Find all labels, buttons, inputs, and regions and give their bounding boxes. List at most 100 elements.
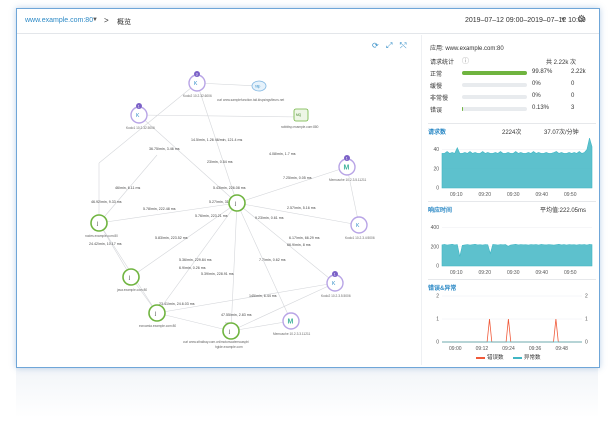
stats-bar [462, 71, 527, 75]
gear-icon[interactable]: ⚙ [577, 14, 586, 25]
graph-node[interactable]: K Kodo1 10.2.3.4:5006 [345, 216, 375, 240]
x-tick-label: 09:12 [476, 346, 489, 352]
queue-icon: MQ [296, 113, 302, 117]
graph-node[interactable]: j ecrcamia.example.com:80 [139, 304, 176, 328]
x-tick-label: 09:00 [449, 346, 462, 352]
host-selector[interactable]: www.example.com:80 [25, 17, 94, 24]
node-label: java.example.com:80 [116, 288, 147, 292]
stats-count: 2.22k [571, 69, 586, 75]
app-icon: j [228, 329, 230, 335]
chart-legend: 错误数 异常数 [476, 353, 541, 361]
x-tick-label: 09:10 [450, 192, 463, 198]
edge-label: 36.75/min, 3.46 ms [149, 147, 180, 151]
stats-bar [462, 83, 527, 87]
edge-label: 6.17/min, 66.29 ms [289, 236, 320, 240]
edge-label: 5.27/min, 316. [209, 200, 232, 204]
stats-row: 非常慢 0% 0 [430, 93, 595, 103]
y-tick-label: 40 [433, 147, 439, 153]
fullscreen-icon[interactable]: ⤢ [386, 41, 393, 50]
k-logo-icon: K [194, 81, 198, 87]
node-count-badge: 1 [346, 156, 348, 160]
frame-reflection [16, 368, 598, 418]
stats-count: 0 [571, 81, 575, 87]
stats-row: 缓慢 0% 0 [430, 81, 595, 91]
edge-label: 7.7/min, 0.62 ms [259, 258, 286, 262]
node-label: Memcache 10.2.3.3.11211 [273, 332, 310, 336]
edge-label: 145/min, 6.44 ms [249, 294, 277, 298]
node-label: hgide.example.com [215, 345, 243, 349]
node-label: curl www.sthalbay.com.cnlimotorscaternoa… [183, 340, 249, 344]
edge-label: 5.76/min, 223.21 ms [195, 214, 228, 218]
time-range-picker[interactable]: 2019–07–12 09:00–2019–07–12 10:00 [465, 17, 586, 24]
stats-count: 0 [571, 93, 575, 99]
legend-swatch [476, 356, 485, 359]
x-tick-label: 09:36 [529, 346, 542, 352]
response-avg: 平均值:222.05ms [540, 208, 587, 214]
k-logo-icon: K [356, 223, 360, 229]
graph-node[interactable]: M Memcache 10.2.3.3.11211 [273, 312, 310, 336]
graph-node[interactable]: http curl www.samplefunction.tail.kispsi… [217, 80, 284, 102]
layout-icon[interactable]: ⤲ [400, 41, 407, 50]
stats-label: 错误 [430, 108, 443, 114]
node-label: rabbitsp.example.com:880 [281, 125, 319, 129]
x-tick-label: 09:40 [535, 192, 548, 198]
graph-node[interactable]: j [222, 322, 240, 340]
series-area [441, 138, 593, 189]
k-logo-icon: K [332, 281, 336, 287]
graph-node[interactable]: 1 M Memcache 10.2.3.5.11211 [329, 155, 366, 182]
y-tick-label: 0 [436, 186, 439, 192]
node-label: Kodo1 10.2.32.5006 [126, 126, 155, 130]
stats-bar-fill [462, 71, 527, 75]
y-tick-label: 0 [436, 264, 439, 270]
y-tick-label: 400 [431, 225, 440, 231]
y-tick-label: 2 [436, 294, 439, 300]
x-tick-label: 09:48 [555, 346, 568, 352]
node-label: Memcache 10.2.3.5.11211 [329, 178, 366, 182]
breadcrumb[interactable]: 概览 [117, 19, 131, 26]
stats-bar [462, 107, 527, 111]
requests-chart[interactable]: 0 20 40 09:10 09:20 09:30 09:40 09:50 [428, 136, 596, 198]
graph-node[interactable]: j java.example.com:80 [116, 268, 147, 292]
info-icon[interactable]: ⓘ [462, 58, 469, 65]
graph-node[interactable]: 1 K Kodo2 10.2.3.5.5006 [321, 271, 351, 298]
stats-title: 请求统计 [430, 60, 455, 66]
y-tick-label: 1 [436, 317, 439, 323]
edge-label: 4.08/min, 1.7 ms [269, 152, 296, 156]
topology-graph[interactable]: 14.5/min, 1.26 46/min, 121.4 ms 36.75/mi… [19, 35, 419, 365]
y-tick-label: 20 [433, 166, 439, 172]
refresh-icon[interactable]: ⟳ [372, 41, 379, 50]
graph-node[interactable]: MQ rabbitsp.example.com:880 [281, 108, 319, 129]
y-tick-label: 200 [431, 244, 440, 250]
graph-node[interactable]: 3 K Kodo2 10.2.32.6006 [183, 71, 212, 98]
requests-rate: 37.07次/分钟 [544, 130, 579, 136]
chevron-down-icon[interactable]: ▼ [92, 17, 98, 23]
graph-node[interactable]: j nodes.example.com:80 [85, 214, 118, 238]
x-tick-label: 09:50 [564, 192, 577, 198]
edge-label: 5.83/min, 223.52 ms [155, 236, 188, 240]
graph-node[interactable]: 1 K Kodo1 10.2.32.5006 [126, 103, 155, 130]
series-line [442, 318, 582, 343]
errors-chart[interactable]: 0 0 1 1 2 2 09:00 09:12 09:24 09:36 09:48 [428, 292, 596, 352]
chevron-down-icon[interactable]: ▼ [560, 17, 566, 23]
y-tick-label: 0 [436, 340, 439, 346]
response-section: 响应时间 平均值:222.05ms 0 200 400 09:10 09:20 09:30… [428, 201, 596, 282]
stats-pct: 0% [532, 81, 541, 87]
response-chart[interactable]: 0 200 400 09:10 09:20 09:30 09:40 09:50 [428, 214, 596, 276]
edge-label: 5.78/min, 222.48 ms [143, 207, 176, 211]
graph-node[interactable]: j [228, 194, 246, 212]
stats-pct: 0% [532, 93, 541, 99]
y-tick-label: 1 [585, 317, 588, 323]
edge-label: 46/min, 6.11 ms [115, 186, 141, 190]
edge-label: 2.57/min, 5.16 ms [287, 206, 316, 210]
edge-label: 5.43/min, 226.08 ms [213, 186, 246, 190]
requests-total: 2224次 [502, 130, 522, 136]
x-tick-label: 09:30 [507, 270, 520, 276]
errors-section: 错误&异常 0 0 1 1 2 2 09:00 09:12 09:24 09:36 09:48 错误… [428, 279, 596, 364]
memcache-icon: M [288, 319, 294, 326]
section-title: 请求数 [428, 130, 447, 136]
x-tick-label: 09:30 [507, 192, 520, 198]
x-tick-label: 09:24 [502, 346, 515, 352]
stats-label: 非常慢 [430, 96, 449, 102]
legend-label: 错误数 [487, 355, 504, 361]
edge-label: 6.9/min, 0.26 ms [179, 266, 206, 270]
